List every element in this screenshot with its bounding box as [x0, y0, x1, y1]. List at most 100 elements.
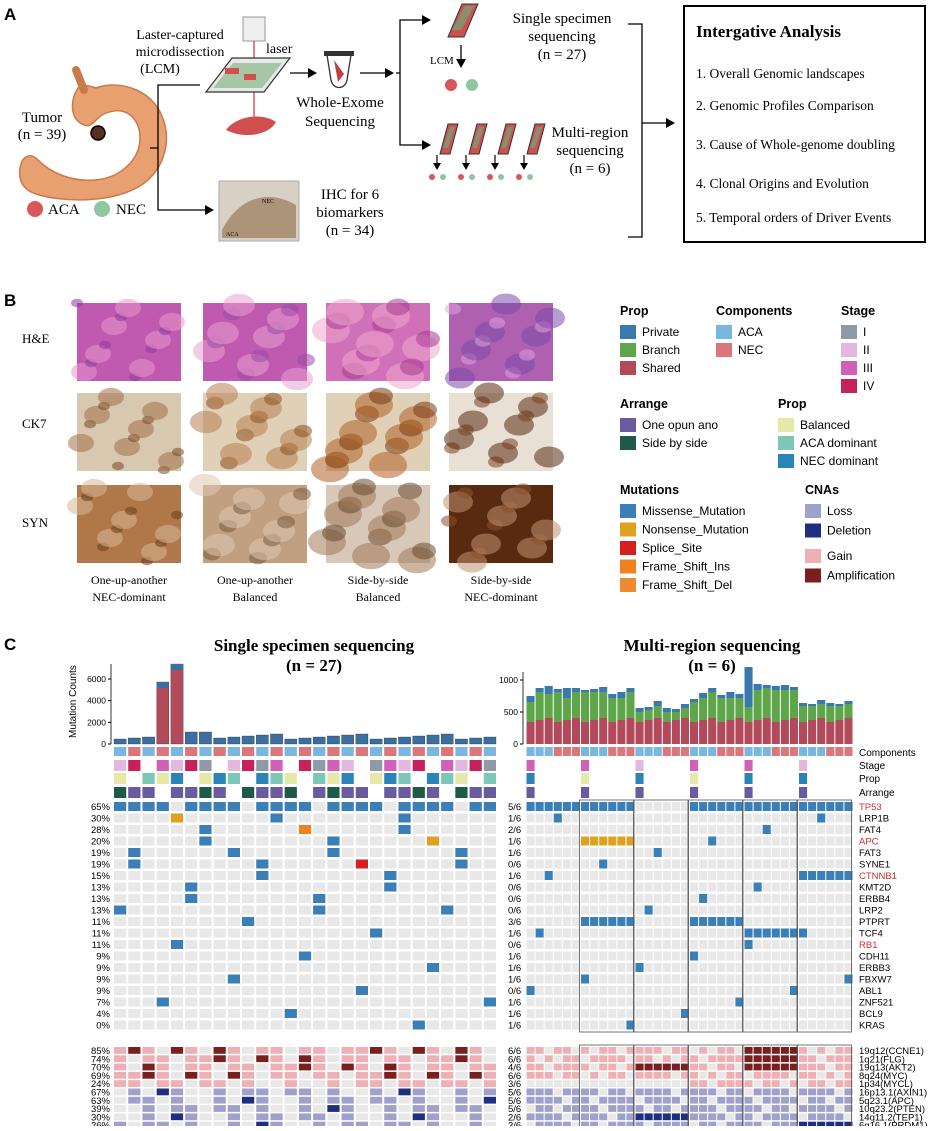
cna-cell	[142, 1088, 155, 1096]
mutation-cell	[799, 1009, 808, 1018]
bar-branch	[789, 690, 798, 718]
track-arrange	[128, 787, 141, 798]
cna-cell	[617, 1055, 626, 1063]
gene-percent: 9%	[96, 975, 110, 986]
cna-cell	[170, 1121, 184, 1129]
cna-cell	[526, 1121, 535, 1129]
cna-cell	[808, 1080, 817, 1087]
cna-cell	[826, 1121, 835, 1129]
mutation-cell	[213, 963, 226, 972]
mutation-cell	[771, 997, 780, 1007]
cna-cell	[441, 1080, 454, 1087]
mutation-cell	[412, 813, 425, 823]
mutation-cell	[717, 802, 726, 811]
mutation-cell	[227, 894, 240, 903]
mutation-cell	[671, 894, 680, 903]
cna-cell	[571, 1096, 580, 1104]
cna-cell	[384, 1105, 397, 1112]
cna-cell	[256, 1047, 269, 1054]
mutation-cell	[270, 1020, 283, 1030]
mutation-cell	[327, 894, 340, 903]
mutation-cell	[608, 986, 617, 995]
mutation-cell	[256, 1009, 269, 1018]
cna-cell	[708, 1080, 717, 1087]
histology-texture	[382, 496, 420, 524]
cna-cell	[599, 1121, 608, 1129]
cna-cell	[771, 1055, 780, 1063]
histology-texture	[81, 478, 107, 498]
bar-private	[826, 703, 835, 706]
mutation-cell	[370, 859, 383, 869]
bar-branch	[553, 692, 562, 722]
mutation-cell	[441, 802, 454, 811]
cna-cell	[744, 1088, 753, 1096]
mutation-cell	[771, 905, 780, 915]
mutation-cell	[817, 848, 826, 857]
mutation-cell	[341, 825, 354, 834]
mutation-cell	[469, 882, 482, 892]
track-arrange	[213, 787, 226, 798]
histology-texture	[71, 298, 83, 308]
mutation-cell	[581, 1020, 590, 1030]
track-arrange	[744, 787, 753, 798]
cna-cell	[735, 1096, 744, 1104]
mutation-cell	[270, 986, 283, 995]
cna-cell	[571, 1121, 580, 1129]
cna-cell	[581, 1071, 590, 1079]
cna-cell	[644, 1096, 653, 1104]
mutation-cell	[744, 963, 753, 972]
mutation-cell	[735, 848, 744, 857]
mutation-cell	[441, 951, 454, 961]
mutation-cell	[170, 928, 184, 938]
mutation-cell	[744, 974, 753, 984]
gene-fraction: 1/6	[508, 975, 521, 986]
cna-cell	[242, 1063, 255, 1071]
left-title: Single specimen sequencing	[214, 636, 415, 655]
mutation-cell	[114, 882, 127, 892]
cna-cell	[384, 1080, 397, 1087]
mutation-cell	[780, 905, 789, 915]
cna-cell	[526, 1071, 535, 1079]
cna-cell	[581, 1063, 590, 1071]
cna-cell	[170, 1071, 184, 1079]
mutation-cell	[441, 836, 454, 846]
cna-cell	[128, 1088, 141, 1096]
cna-cell	[185, 1071, 198, 1079]
stage-legend-label: IV	[863, 379, 874, 393]
mutation-cell	[441, 974, 454, 984]
mutation-cell	[199, 882, 212, 892]
histology-texture	[114, 437, 140, 457]
cna-cell	[341, 1071, 354, 1079]
mutation-cell	[313, 986, 326, 995]
track-components	[789, 747, 798, 756]
mutation-cell	[699, 974, 708, 984]
mutation-cell	[242, 928, 255, 938]
mutation-cell	[313, 928, 326, 938]
cna-cell	[726, 1088, 735, 1096]
gene-name: LRP2	[859, 906, 883, 917]
mutation-cell	[581, 974, 590, 984]
mutation-cell	[562, 802, 571, 811]
cna-label: 1p34(MYCL)	[859, 1079, 913, 1090]
mutation-cell	[553, 848, 562, 857]
bar-private	[771, 686, 780, 690]
mutation-cell	[455, 894, 468, 903]
mutation-cell	[644, 1020, 653, 1030]
mutation-cell	[156, 859, 169, 869]
mutation-cell	[355, 848, 368, 857]
mutation-cell	[553, 882, 562, 892]
mutation-cell	[581, 986, 590, 995]
mutation-cell	[644, 928, 653, 938]
mutation-cell	[313, 848, 326, 857]
cna-cell	[455, 1063, 468, 1071]
bar-branch	[644, 710, 653, 720]
bar-shared	[571, 718, 580, 744]
mutation-cell	[284, 940, 297, 949]
mutation-cell	[544, 974, 553, 984]
aca-dot-icon	[516, 174, 522, 180]
mutation-cell	[717, 940, 726, 949]
mutation-cell	[599, 997, 608, 1007]
mutation-cell	[671, 917, 680, 926]
mutation-cell	[844, 951, 853, 961]
mutation-cell	[635, 848, 644, 857]
